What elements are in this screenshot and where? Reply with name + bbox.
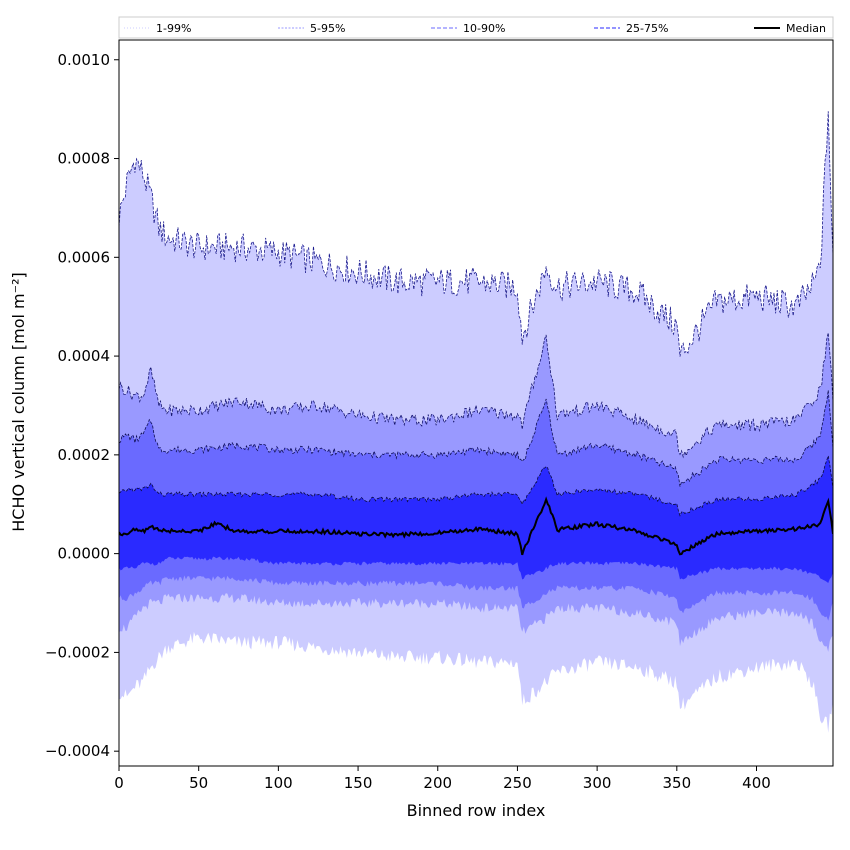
y-tick-label: 0.0008 [58, 150, 111, 168]
y-tick-label: −0.0004 [45, 742, 110, 760]
y-tick-label: 0.0010 [58, 51, 111, 69]
x-tick-label: 200 [423, 774, 452, 792]
y-axis-label: HCHO vertical column [mol m⁻²] [9, 272, 28, 531]
x-tick-label: 100 [264, 774, 293, 792]
legend-label: Median [786, 22, 826, 35]
legend-label: 25-75% [626, 22, 668, 35]
legend-label: 5-95% [310, 22, 345, 35]
y-tick-label: 0.0004 [58, 347, 111, 365]
plot-frame [118, 39, 834, 767]
x-tick-label: 300 [583, 774, 612, 792]
legend: 1-99% 5-95% 10-90% 25-75% Median [118, 16, 834, 39]
legend-label: 10-90% [463, 22, 505, 35]
y-tick-label: 0.0006 [58, 248, 111, 266]
y-tick-label: 0.0002 [58, 446, 111, 464]
x-tick-label: 50 [189, 774, 208, 792]
band-upper-edge-25-75% [119, 455, 833, 517]
x-tick-label: 250 [503, 774, 532, 792]
axes: 0 50 100 150 200 250 300 350 400 −0.0004 −0.0002 0.… [45, 39, 834, 792]
x-tick-label: 400 [742, 774, 771, 792]
legend-box [118, 16, 834, 39]
band-upper-edge-5-95% [119, 332, 833, 459]
band-25-75% [119, 455, 833, 584]
median-line [119, 496, 833, 556]
median-series [119, 496, 833, 556]
x-tick-label: 150 [344, 774, 373, 792]
band-upper-edge-10-90% [119, 390, 833, 487]
legend-label: 1-99% [156, 22, 191, 35]
x-axis-label: Binned row index [407, 801, 546, 820]
x-tick-label: 350 [662, 774, 691, 792]
y-tick-label: −0.0002 [45, 643, 110, 661]
x-tick-label: 0 [114, 774, 124, 792]
percentile-bands [119, 111, 833, 733]
y-tick-label: 0.0000 [58, 545, 111, 563]
